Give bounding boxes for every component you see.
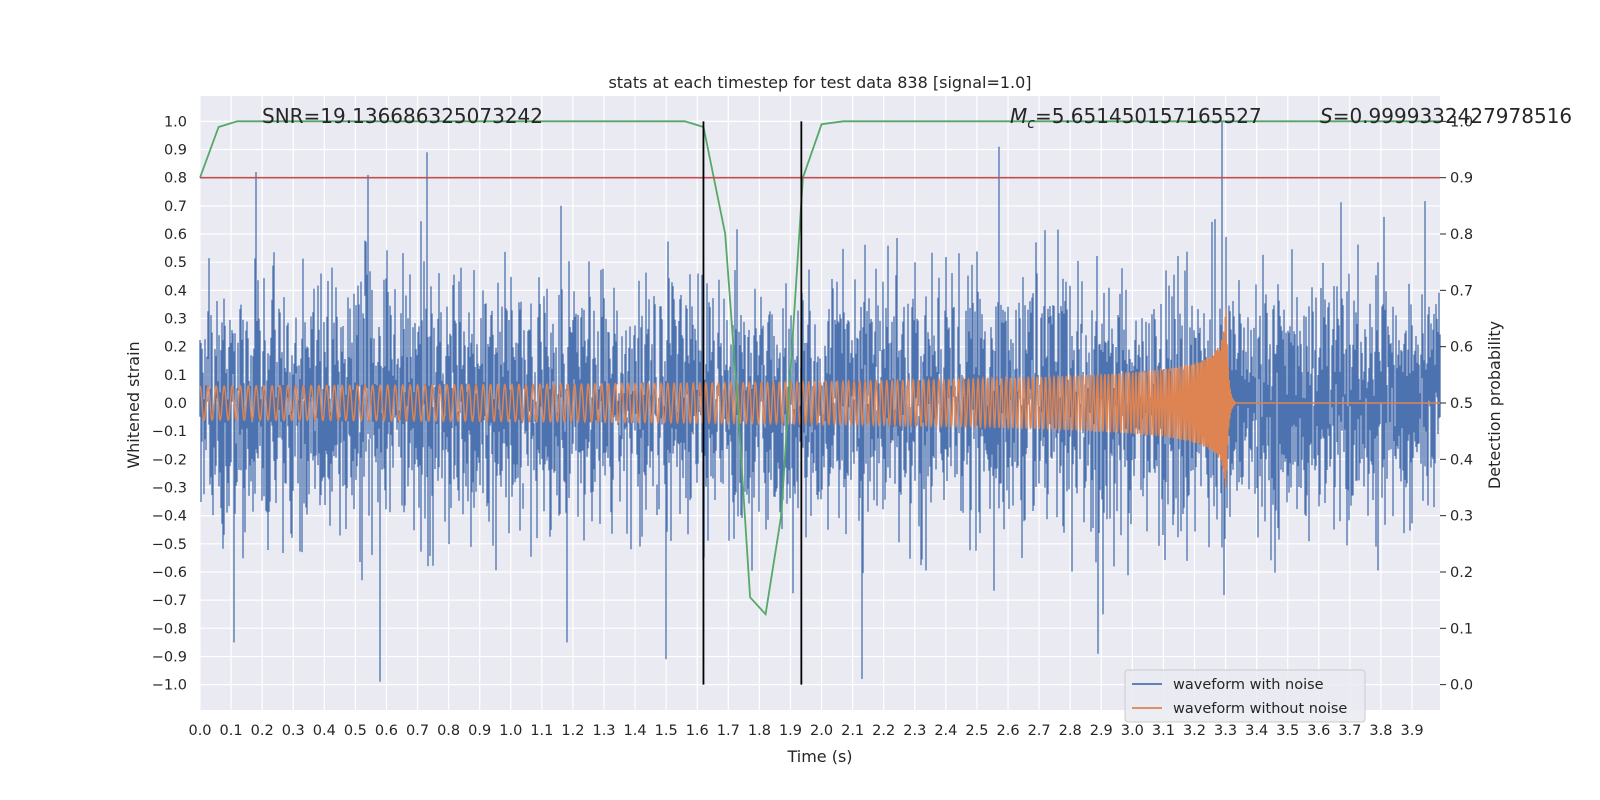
x-tick-label: 2.8 <box>1059 723 1082 739</box>
y-tick-label: 0.9 <box>164 143 187 159</box>
x-tick-label: 0.6 <box>375 723 398 739</box>
x-tick-label: 2.4 <box>934 723 957 739</box>
x-tick-label: 1.9 <box>779 723 802 739</box>
chirp-mass-symbol: M <box>1010 104 1027 128</box>
x-tick-label: 0.4 <box>313 723 336 739</box>
x-tick-label: 1.1 <box>530 723 553 739</box>
y-tick-label: 0.6 <box>164 227 187 243</box>
y-tick-label: 0.8 <box>164 171 187 187</box>
y-tick-label: 0.2 <box>164 340 187 356</box>
y-tick-label: 0.0 <box>164 396 187 412</box>
y2-tick-label: 0.9 <box>1450 171 1473 187</box>
chirp-mass-value: =5.651450157165527 <box>1035 104 1262 128</box>
x-tick-label: 1.7 <box>717 723 740 739</box>
chart-title: stats at each timestep for test data 838… <box>608 73 1031 92</box>
y-tick-label: −0.7 <box>152 593 187 609</box>
x-tick-label: 3.1 <box>1152 723 1175 739</box>
y-tick-label: 0.5 <box>164 255 187 271</box>
x-tick-label: 3.8 <box>1369 723 1392 739</box>
x-tick-labels: 0.0 0.1 0.2 0.3 0.4 0.5 0.6 0.7 0.8 0.9 1.0 1.1 1.2 1… <box>188 723 1423 739</box>
x-tick-label: 2.0 <box>810 723 833 739</box>
y2-tick-label: 0.3 <box>1450 509 1473 525</box>
x-tick-label: 3.2 <box>1183 723 1206 739</box>
x-tick-label: 0.8 <box>437 723 460 739</box>
y-tick-label: −0.3 <box>152 480 187 496</box>
y2-tick-label: 1.0 <box>1450 114 1473 130</box>
y2-tick-label: 0.6 <box>1450 340 1473 356</box>
y2-tick-label: 0.4 <box>1450 452 1473 468</box>
y-tick-label: −0.2 <box>152 452 187 468</box>
probability-line <box>199 120 1440 617</box>
y2-tick-label: 0.1 <box>1450 621 1473 637</box>
y-tick-label: −0.9 <box>152 649 187 665</box>
y-tick-label: 0.1 <box>164 368 187 384</box>
x-tick-label: 3.0 <box>1121 723 1144 739</box>
legend-box <box>1124 669 1366 723</box>
x-tick-label: 2.6 <box>996 723 1019 739</box>
y2-tick-label: 0.2 <box>1450 565 1473 581</box>
x-tick-label: 2.1 <box>841 723 864 739</box>
y-tick-label: 0.4 <box>164 283 187 299</box>
y-tick-label: −1.0 <box>152 678 187 694</box>
overlay-lines <box>200 121 1440 685</box>
x-tick-label: 3.5 <box>1276 723 1299 739</box>
y2-tick-label: 0.0 <box>1450 678 1473 694</box>
x-tick-label: 0.2 <box>251 723 274 739</box>
x-tick-label: 3.3 <box>1214 723 1237 739</box>
snr-annotation: SNR=19.136686325073242 <box>262 104 543 128</box>
series-detection-probability <box>199 120 1440 617</box>
x-tick-label: 1.4 <box>624 723 647 739</box>
x-tick-label: 0.3 <box>282 723 305 739</box>
x-tick-label: 0.1 <box>220 723 243 739</box>
series-waveform-without-noise <box>199 308 1440 488</box>
y-tick-label: 0.3 <box>164 312 187 328</box>
x-tick-label: 1.5 <box>655 723 678 739</box>
x-tick-label: 3.6 <box>1307 723 1330 739</box>
x-tick-label: 1.8 <box>748 723 771 739</box>
legend-label-noise: waveform with noise <box>1173 677 1324 693</box>
x-tick-label: 3.9 <box>1400 723 1423 739</box>
x-tick-label: 1.3 <box>592 723 615 739</box>
y-axis-label: Whitened strain <box>124 341 143 468</box>
y2-tick-label: 0.8 <box>1450 227 1473 243</box>
x-tick-label: 2.7 <box>1028 723 1051 739</box>
x-tick-label: 1.0 <box>499 723 522 739</box>
x-tick-label: 3.4 <box>1245 723 1268 739</box>
y-tick-label: 1.0 <box>164 114 187 130</box>
y2-axis-label: Detection probability <box>1485 321 1504 489</box>
y2-tick-label: 0.7 <box>1450 283 1473 299</box>
legend: waveform with noise waveform without noi… <box>1124 669 1366 723</box>
y-tick-label: 0.7 <box>164 199 187 215</box>
legend-label-clean: waveform without noise <box>1173 701 1347 717</box>
s-symbol: S <box>1320 104 1333 128</box>
x-tick-label: 1.2 <box>561 723 584 739</box>
x-tick-label: 0.9 <box>468 723 491 739</box>
clean-waveform-line <box>199 308 1440 488</box>
y-tick-labels: 1.0 0.9 0.8 0.7 0.6 0.5 0.4 0.3 0.2 0.1 0.0 −0.1 −0.… <box>152 114 187 693</box>
x-axis-label: Time (s) <box>786 747 852 766</box>
x-tick-label: 0.7 <box>406 723 429 739</box>
s-annotation: S=0.9999332427978516 <box>1320 104 1572 128</box>
x-tick-label: 2.5 <box>965 723 988 739</box>
x-tick-label: 2.9 <box>1090 723 1113 739</box>
y-tick-label: −0.4 <box>152 509 187 525</box>
x-tick-label: 0.5 <box>344 723 367 739</box>
x-tick-label: 1.6 <box>686 723 709 739</box>
y-tick-label: −0.5 <box>152 537 187 553</box>
y-tick-label: −0.6 <box>152 565 187 581</box>
x-tick-label: 2.3 <box>903 723 926 739</box>
y2-tick-labels: 1.0 0.9 0.8 0.7 0.6 0.5 0.4 0.3 0.2 0.1 0.0 <box>1440 114 1473 694</box>
x-tick-label: 3.7 <box>1338 723 1361 739</box>
x-tick-label: 0.0 <box>188 723 211 739</box>
y2-tick-label: 0.5 <box>1450 396 1473 412</box>
y-tick-label: −0.8 <box>152 621 187 637</box>
chirp-mass-annotation: Mc=5.651450157165527 <box>1010 104 1262 132</box>
s-value: =0.9999332427978516 <box>1333 104 1572 128</box>
y-tick-label: −0.1 <box>152 424 187 440</box>
chirp-mass-subscript: c <box>1027 116 1035 132</box>
x-tick-label: 2.2 <box>872 723 895 739</box>
